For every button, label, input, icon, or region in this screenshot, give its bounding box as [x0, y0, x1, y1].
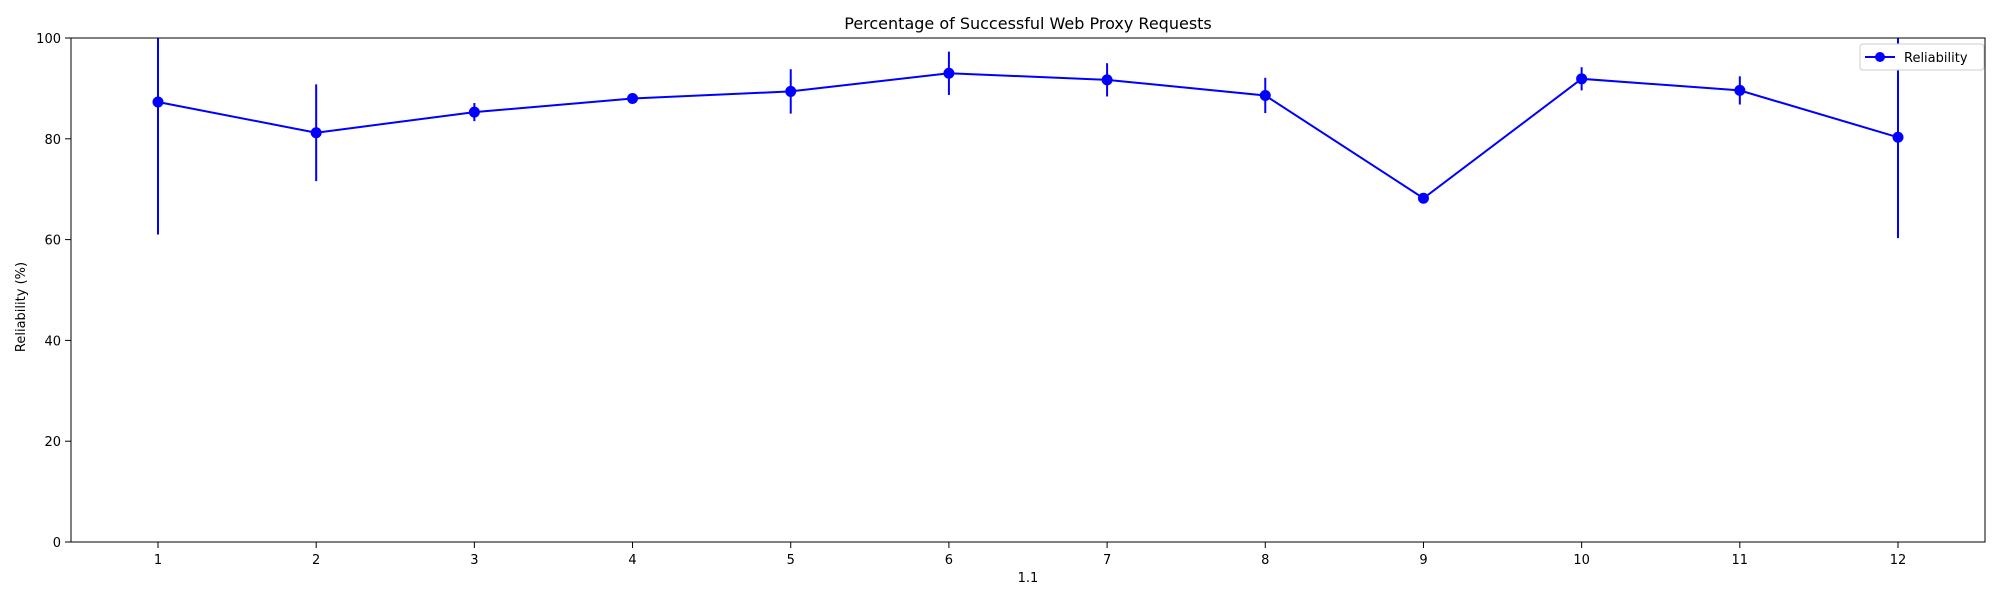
data-point — [627, 92, 639, 104]
y-tick-label: 60 — [44, 234, 61, 249]
x-axis-ticks: 1 2 3 4 5 6 7 8 9 10 11 12 — [154, 542, 1906, 568]
data-point — [1734, 84, 1746, 96]
data-point — [1576, 73, 1588, 85]
data-point — [468, 106, 480, 118]
x-tick-label: 1 — [154, 553, 162, 568]
x-axis-title: 1.1 — [1018, 571, 1039, 586]
series-line-reliability — [157, 72, 1899, 200]
x-tick-label: 12 — [1890, 553, 1907, 568]
x-tick-label: 7 — [1103, 553, 1111, 568]
y-axis-title: Reliability (%) — [14, 262, 29, 352]
data-point — [152, 96, 164, 108]
x-tick-label: 5 — [787, 553, 795, 568]
data-point — [310, 127, 322, 139]
x-tick-label: 9 — [1419, 553, 1427, 568]
y-tick-label: 100 — [36, 32, 61, 47]
x-tick-label: 8 — [1261, 553, 1269, 568]
x-tick-label: 4 — [628, 553, 636, 568]
plot-area — [152, 38, 1904, 239]
x-tick-label: 10 — [1573, 553, 1590, 568]
legend: Reliability — [1859, 43, 1985, 71]
y-tick-label: 0 — [53, 536, 61, 551]
legend-label-reliability: Reliability — [1904, 51, 1968, 66]
data-points — [152, 67, 1904, 204]
y-tick-label: 80 — [44, 133, 61, 148]
data-point — [1892, 131, 1904, 143]
data-point — [1417, 192, 1429, 204]
data-point — [943, 67, 955, 79]
y-axis-ticks: 0 20 40 60 80 100 — [36, 32, 71, 551]
y-tick-label: 40 — [44, 334, 61, 349]
plot-frame — [70, 37, 1986, 543]
chart-title: Percentage of Successful Web Proxy Reque… — [844, 14, 1212, 33]
x-tick-label: 11 — [1732, 553, 1749, 568]
x-tick-label: 2 — [312, 553, 320, 568]
legend-marker — [1875, 52, 1885, 62]
x-tick-label: 6 — [945, 553, 953, 568]
y-tick-label: 20 — [44, 435, 61, 450]
x-tick-label: 3 — [470, 553, 478, 568]
data-point — [1101, 74, 1113, 86]
error-bars — [157, 38, 1899, 239]
legend-box — [1859, 43, 1985, 71]
data-point — [1259, 89, 1271, 101]
data-point — [785, 85, 797, 97]
